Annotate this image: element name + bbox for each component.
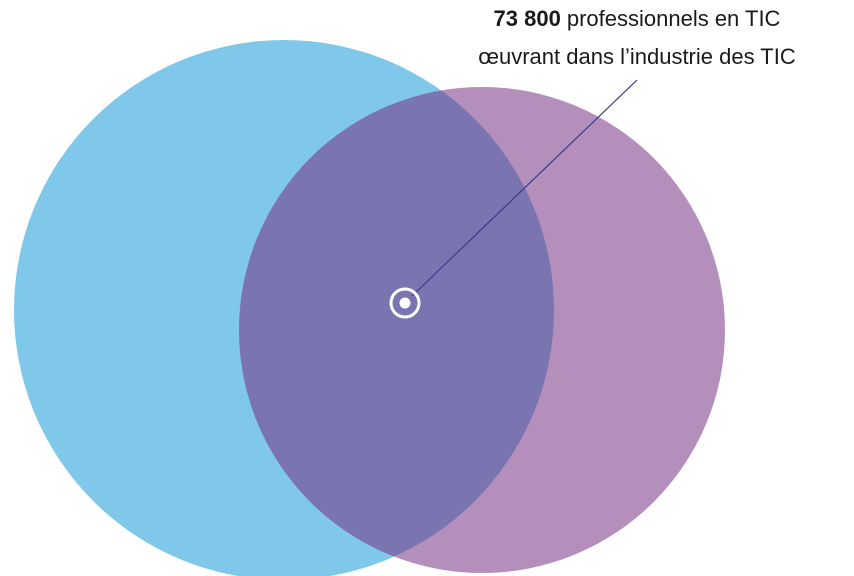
annotation-line-1: 73 800 professionnels en TIC [494,6,781,31]
target-ring [389,287,421,319]
leader-line [411,79,638,297]
target-dot [399,297,411,309]
annotation-text: professionnels en TIC [567,6,781,31]
overlap-region [239,87,554,573]
annotation-line-2: œuvrant dans l’industrie des TIC [478,44,796,69]
annotation-value: 73 800 [494,6,561,31]
